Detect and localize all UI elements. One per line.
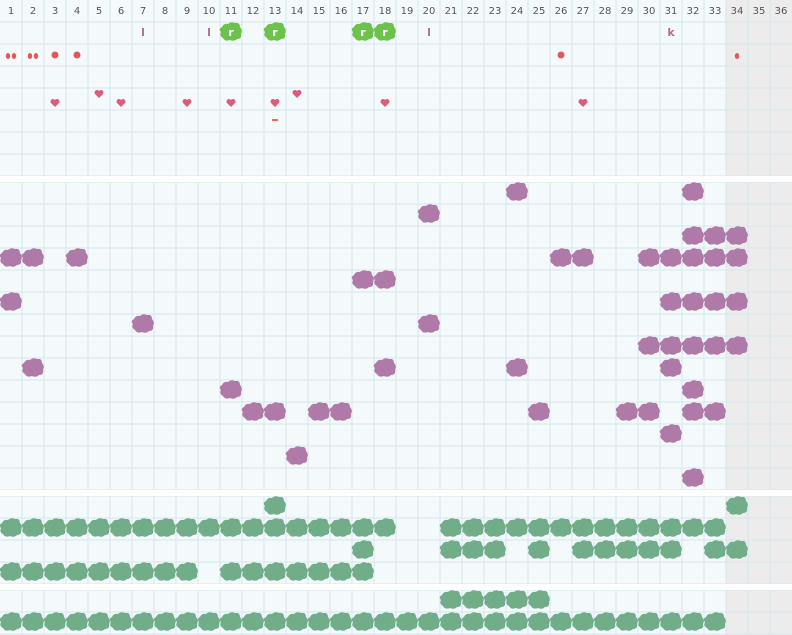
- column-number: 24: [511, 6, 524, 17]
- shaded-columns: [726, 0, 792, 635]
- column-number: 28: [599, 6, 612, 17]
- column-number: 27: [577, 6, 590, 17]
- icon-label: r: [360, 26, 366, 39]
- icon-label: r: [382, 26, 388, 39]
- column-number: 31: [665, 6, 678, 17]
- dot: [51, 51, 59, 59]
- column-number: 13: [269, 6, 282, 17]
- column-number: 36: [775, 6, 788, 17]
- icon-label: k: [667, 26, 675, 39]
- column-number: 32: [687, 6, 700, 17]
- column-number: 23: [489, 6, 502, 17]
- column-number: 14: [291, 6, 304, 17]
- column-number: 1: [8, 6, 14, 17]
- icon-label: r: [272, 26, 278, 39]
- icon-label: l: [207, 26, 211, 39]
- icon-label: l: [141, 26, 145, 39]
- section-gap: [0, 490, 792, 496]
- column-number: 30: [643, 6, 656, 17]
- icon-label: l: [427, 26, 431, 39]
- column-number: 18: [379, 6, 392, 17]
- column-number: 10: [203, 6, 216, 17]
- column-number: 34: [731, 6, 744, 17]
- dot: [73, 51, 81, 59]
- column-number: 15: [313, 6, 326, 17]
- column-number: 4: [74, 6, 80, 17]
- column-number: 17: [357, 6, 370, 17]
- column-number: 9: [184, 6, 190, 17]
- dot: [557, 51, 565, 59]
- column-number: 7: [140, 6, 146, 17]
- column-number: 35: [753, 6, 766, 17]
- column-number: 16: [335, 6, 348, 17]
- icon-label: r: [228, 26, 234, 39]
- column-number: 5: [96, 6, 102, 17]
- column-number: 20: [423, 6, 436, 17]
- marks: 1 2 3 4 5 6 7 8 9 10 11 12 13 14 15 16 17 18 19 20 21 22 23 24 2…: [0, 6, 787, 631]
- column-number: 21: [445, 6, 458, 17]
- column-number: 33: [709, 6, 722, 17]
- column-number: 2: [30, 6, 36, 17]
- drop: [33, 53, 39, 59]
- drop: [734, 53, 740, 59]
- drop: [5, 53, 11, 59]
- column-number: 26: [555, 6, 568, 17]
- column-number: 3: [52, 6, 58, 17]
- column-number: 8: [162, 6, 168, 17]
- column-number: 19: [401, 6, 414, 17]
- section-gap: [0, 584, 792, 590]
- dash: [272, 119, 278, 121]
- drop: [27, 53, 33, 59]
- column-number: 12: [247, 6, 260, 17]
- column-number: 11: [225, 6, 238, 17]
- column-number: 22: [467, 6, 480, 17]
- column-number: 6: [118, 6, 124, 17]
- drop: [11, 53, 17, 59]
- column-number: 29: [621, 6, 634, 17]
- column-number: 25: [533, 6, 546, 17]
- section-gap: [0, 176, 792, 182]
